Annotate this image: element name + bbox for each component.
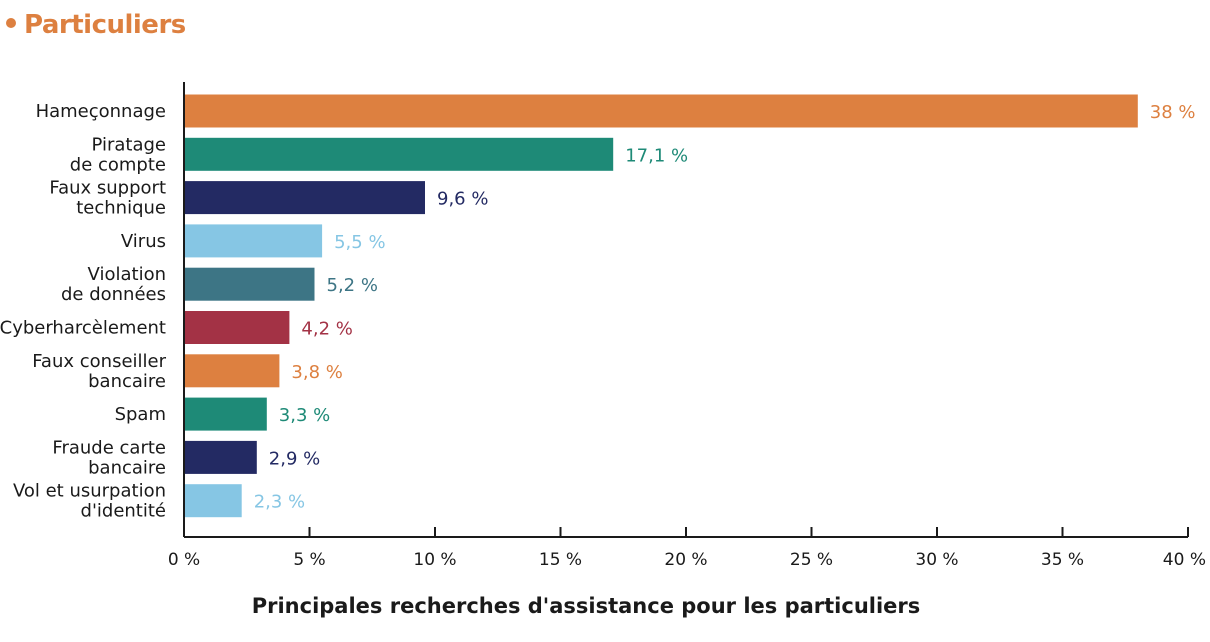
x-tick-label: 5 % xyxy=(293,550,325,570)
data-label: 3,3 % xyxy=(279,405,330,426)
data-label: 4,2 % xyxy=(301,319,352,340)
category-label: de compte xyxy=(70,154,166,175)
category-label: bancaire xyxy=(88,371,166,392)
bar xyxy=(184,94,1138,128)
bar xyxy=(184,354,280,388)
category-label: Spam xyxy=(115,404,166,425)
x-axis-label: Principales recherches d'assistance pour… xyxy=(251,594,921,618)
x-tick-label: 30 % xyxy=(915,550,958,570)
category-label: Virus xyxy=(121,231,166,252)
bar xyxy=(184,440,257,474)
section-heading: Particuliers xyxy=(6,10,186,40)
bar xyxy=(184,484,242,518)
bar xyxy=(184,267,315,301)
category-label: Faux support xyxy=(49,178,166,199)
x-tick-label: 40 % xyxy=(1163,550,1206,570)
x-tick-label: 10 % xyxy=(413,550,456,570)
bar xyxy=(184,224,323,258)
data-label: 17,1 % xyxy=(625,145,688,166)
category-label: technique xyxy=(76,198,166,219)
x-tick-label: 15 % xyxy=(539,550,582,570)
data-label: 2,9 % xyxy=(269,448,320,469)
bullet-icon xyxy=(6,17,16,28)
category-label: d'identité xyxy=(81,501,166,522)
x-tick-label: 20 % xyxy=(664,550,707,570)
data-label: 38 % xyxy=(1150,102,1196,123)
data-label: 9,6 % xyxy=(437,189,488,210)
category-label: Vol et usurpation xyxy=(13,481,166,502)
bar xyxy=(184,311,290,344)
data-label: 5,2 % xyxy=(327,275,378,296)
data-label: 5,5 % xyxy=(334,232,385,253)
x-tick-label: 0 % xyxy=(168,550,200,570)
category-label: Hameçonnage xyxy=(36,101,166,122)
category-label: bancaire xyxy=(88,457,166,478)
x-tick-label: 25 % xyxy=(790,550,833,570)
category-label: Fraude carte xyxy=(52,437,166,458)
bar xyxy=(184,181,425,215)
category-label: Faux conseiller xyxy=(32,351,166,372)
data-label: 3,8 % xyxy=(291,362,342,383)
section-title: Particuliers xyxy=(24,10,186,40)
data-label: 2,3 % xyxy=(254,492,305,513)
category-label: de données xyxy=(61,284,166,305)
bar xyxy=(184,137,614,171)
category-label: Violation xyxy=(88,264,166,285)
category-label: Cyberharcèlement xyxy=(0,318,166,339)
category-label: Piratage xyxy=(92,134,166,155)
bar xyxy=(184,397,267,431)
x-tick-label: 35 % xyxy=(1041,550,1084,570)
